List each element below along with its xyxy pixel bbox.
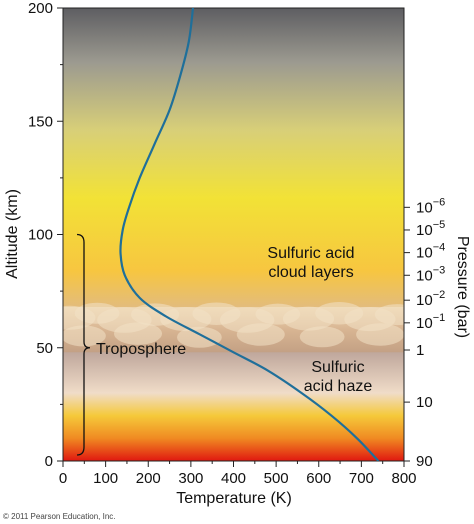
troposphere-brace xyxy=(76,233,91,456)
pressure-tick-label: 10−2 xyxy=(416,289,445,309)
pressure-tick-label: 90 xyxy=(416,453,433,470)
cloud-puff xyxy=(236,323,285,346)
pressure-tick-label: 10−3 xyxy=(416,264,445,284)
x-axis: 0 100 200 300 400 500 600 700 800 xyxy=(59,461,417,487)
plot-background xyxy=(63,8,404,461)
annotation-cloud-layers-line1: Sulfuric acid xyxy=(267,245,354,262)
y-axis-title: Altitude (km) xyxy=(4,189,21,279)
annotation-haze-line1: Sulfuric xyxy=(311,359,364,376)
pressure-tick-label: 10−1 xyxy=(416,312,445,332)
cloud-puff xyxy=(356,323,404,346)
x-tick-label: 600 xyxy=(306,470,331,487)
x-tick-label: 200 xyxy=(136,470,161,487)
x-tick-label: 500 xyxy=(264,470,289,487)
cloud-puff xyxy=(114,322,163,345)
y-tick-label: 50 xyxy=(36,340,53,357)
x-tick-label: 0 xyxy=(59,470,67,487)
copyright-credit: © 2011 Pearson Education, Inc. xyxy=(3,512,115,521)
temperature-profile-line xyxy=(119,8,380,461)
pressure-tick-label: 10−5 xyxy=(416,219,445,239)
y-tick-label: 200 xyxy=(28,0,53,17)
pressure-tick-label: 10 xyxy=(416,394,433,411)
x-axis-title: Temperature (K) xyxy=(176,490,292,507)
annotation-haze-line2: acid haze xyxy=(304,378,373,395)
x-tick-label: 100 xyxy=(93,470,118,487)
y-axis: 0 50 100 150 200 xyxy=(28,0,63,470)
y-tick-label: 100 xyxy=(28,227,53,244)
y-tick-label: 0 xyxy=(45,453,53,470)
cloud-puff xyxy=(177,326,222,348)
annotation-troposphere: Troposphere xyxy=(96,341,186,358)
x-tick-label: 800 xyxy=(391,470,416,487)
y-tick-label: 150 xyxy=(28,113,53,130)
cloud-puff xyxy=(299,326,345,348)
x-tick-label: 700 xyxy=(349,470,374,487)
cloud-puff xyxy=(374,304,404,326)
cloud-layer-band xyxy=(63,301,404,353)
pressure-tick-label: 1 xyxy=(416,342,424,359)
pressure-tick-label: 10−6 xyxy=(416,196,445,216)
pressure-axis: 90 10 1 10−1 10−2 10−310−4 10−5 10−6 xyxy=(404,196,445,470)
annotation-cloud-layers-line2: cloud layers xyxy=(268,264,353,281)
pressure-axis-title: Pressure (bar) xyxy=(454,236,471,338)
x-tick-label: 300 xyxy=(178,470,203,487)
x-tick-label: 400 xyxy=(221,470,246,487)
pressure-tick-label: 10−4 xyxy=(416,242,445,262)
